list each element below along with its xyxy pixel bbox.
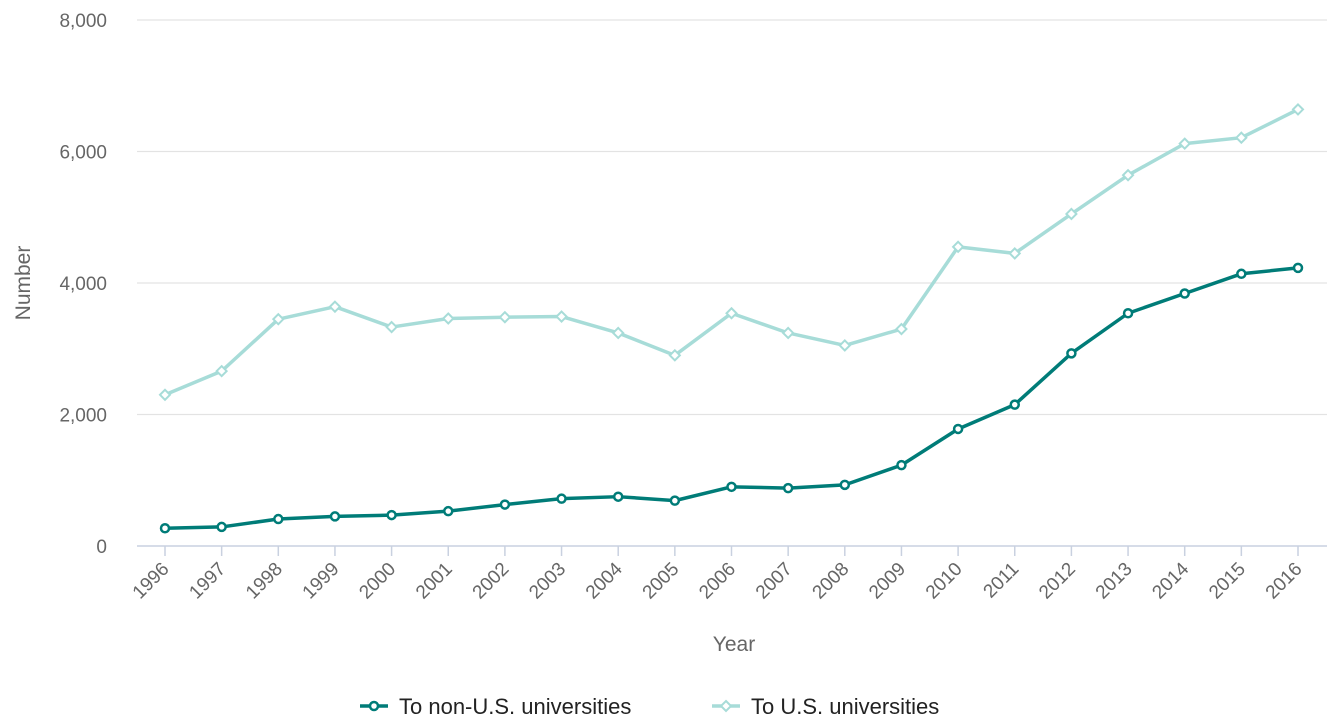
x-tick-label: 2015 xyxy=(1205,559,1250,604)
data-point xyxy=(782,482,794,494)
x-tick-label: 1999 xyxy=(299,559,344,604)
data-point xyxy=(385,320,399,334)
y-tick-label: 6,000 xyxy=(59,143,107,164)
data-point xyxy=(273,513,284,525)
gridlines xyxy=(137,19,1327,416)
data-point xyxy=(1008,246,1022,260)
y-axis-title: Number xyxy=(12,246,35,321)
data-point xyxy=(895,322,908,336)
data-point xyxy=(669,495,681,506)
series-diamond xyxy=(158,103,1305,402)
x-tick-label: 2011 xyxy=(980,559,1024,603)
x-tick-label: 2008 xyxy=(809,559,854,604)
data-point xyxy=(1236,268,1247,280)
x-tick-label: 2006 xyxy=(695,559,740,604)
data-point xyxy=(215,364,229,378)
data-point xyxy=(896,459,907,471)
data-point xyxy=(556,493,567,504)
legend-marker-icon xyxy=(719,699,733,713)
legend-marker-icon xyxy=(368,700,380,712)
series-line xyxy=(163,107,1300,397)
data-point xyxy=(443,505,454,517)
data-point xyxy=(951,240,965,254)
data-point xyxy=(1121,168,1135,182)
x-tick-label: 2003 xyxy=(525,559,570,604)
x-tick-label: 1996 xyxy=(129,559,174,604)
y-tick-label: 0 xyxy=(96,537,107,558)
x-tick-label: 2001 xyxy=(412,559,457,604)
data-point xyxy=(1292,262,1304,274)
x-tick-label: 2010 xyxy=(922,559,967,604)
data-point xyxy=(726,481,737,493)
x-tick-label: 2013 xyxy=(1092,559,1137,604)
data-point xyxy=(1009,399,1020,410)
legend: To non-U.S. universities To U.S. universi… xyxy=(360,694,939,719)
legend-label: To U.S. universities xyxy=(751,694,939,719)
data-point xyxy=(271,312,285,326)
y-tick-label: 8,000 xyxy=(59,11,107,32)
x-tick-label: 2016 xyxy=(1262,559,1307,604)
x-tick-label: 2002 xyxy=(469,559,514,604)
y-tick-label: 4,000 xyxy=(59,274,107,295)
data-point xyxy=(1066,348,1077,359)
x-tick-label: 2000 xyxy=(355,559,400,604)
data-point xyxy=(386,509,397,521)
data-point xyxy=(1234,131,1248,145)
data-point xyxy=(441,312,455,325)
data-point xyxy=(159,522,171,534)
data-point xyxy=(839,479,851,491)
legend-item: To non-U.S. universities xyxy=(360,694,631,719)
legend-item: To U.S. universities xyxy=(712,694,939,719)
data-point xyxy=(328,300,342,314)
data-point xyxy=(781,326,795,340)
legend-label: To non-U.S. universities xyxy=(399,694,631,719)
data-point xyxy=(612,491,624,502)
x-tick-label: 2012 xyxy=(1035,559,1080,604)
data-point xyxy=(555,310,568,323)
data-point xyxy=(1179,288,1190,299)
data-point xyxy=(952,423,964,435)
x-tick-label: 2005 xyxy=(639,559,684,604)
data-point xyxy=(329,511,341,522)
series-circle xyxy=(159,262,1304,534)
x-tick-label: 2009 xyxy=(865,559,910,604)
data-point xyxy=(611,326,625,340)
y-tick-label: 2,000 xyxy=(59,406,107,427)
data-point xyxy=(1178,137,1192,151)
data-point xyxy=(838,339,852,352)
data-point xyxy=(1064,207,1078,221)
data-point xyxy=(499,499,511,510)
x-tick-label: 2007 xyxy=(752,559,797,604)
data-point xyxy=(1122,307,1134,319)
x-tick-label: 2014 xyxy=(1148,558,1193,603)
data-point xyxy=(1291,103,1305,116)
data-point xyxy=(668,348,682,362)
x-tick-label: 1997 xyxy=(185,559,230,604)
data-point xyxy=(158,388,172,402)
x-tick-label: 2004 xyxy=(582,558,627,603)
data-point xyxy=(725,306,738,320)
x-axis-title: Year xyxy=(713,633,755,656)
x-tick-label: 1998 xyxy=(242,559,287,604)
series-group xyxy=(158,103,1305,534)
data-point xyxy=(498,310,512,324)
data-point xyxy=(216,521,227,533)
